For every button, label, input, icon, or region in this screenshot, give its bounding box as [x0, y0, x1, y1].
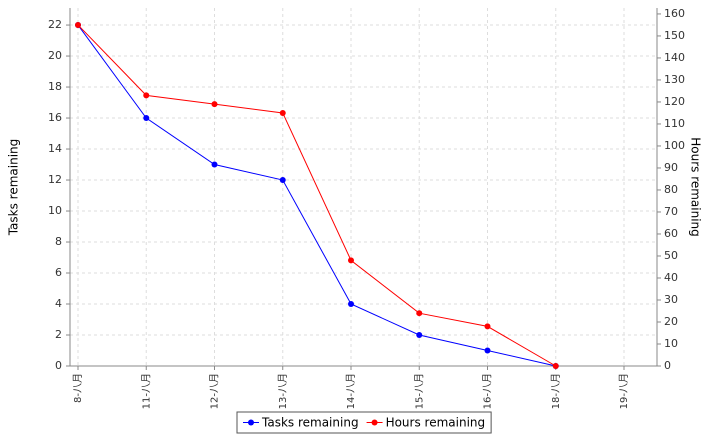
y2-tick-label: 150: [664, 29, 685, 42]
y2-tick-label: 90: [664, 161, 678, 174]
y-axis-title: Tasks remaining: [7, 139, 21, 237]
point: [279, 109, 286, 116]
y-tick-label: 4: [55, 297, 62, 310]
y2-tick-label: 20: [664, 315, 678, 328]
y-tick-label: 0: [55, 359, 62, 372]
y2-tick-label: 160: [664, 7, 685, 20]
point: [143, 115, 150, 122]
x-tick-label: 19-八月: [618, 373, 630, 409]
point: [484, 323, 491, 330]
series-line: [77, 24, 556, 367]
y-tick-label: 10: [48, 204, 62, 217]
y2-tick-label: 70: [664, 205, 678, 218]
y2-tick-label: 60: [664, 227, 678, 240]
y-tick-label: 18: [48, 80, 62, 93]
y-tick-label: 8: [55, 235, 62, 248]
point: [211, 101, 218, 108]
y2-tick-label: 80: [664, 183, 678, 196]
y-tick-label: 14: [48, 142, 62, 155]
y2-tick-label: 140: [664, 51, 685, 64]
point: [552, 363, 559, 369]
y2-tick-label: 0: [664, 359, 671, 372]
y2-tick-label: 10: [664, 337, 678, 350]
legend-marker: [248, 419, 254, 426]
y-tick-label: 16: [48, 111, 62, 124]
y2-tick-label: 120: [664, 95, 685, 108]
series-line: [77, 24, 557, 367]
legend-label: Hours remaining: [386, 416, 486, 430]
point: [348, 257, 354, 264]
legend-label: Tasks remaining: [261, 416, 359, 430]
point: [416, 332, 423, 339]
x-tick-label: 8-八月: [72, 373, 84, 403]
y-tick-label: 12: [48, 173, 62, 186]
y2-tick-label: 40: [664, 271, 678, 284]
x-tick-label: 13-八月: [277, 373, 289, 409]
point: [211, 161, 218, 168]
y-tick-label: 2: [55, 328, 62, 341]
y2-tick-label: 130: [664, 73, 685, 86]
point: [348, 301, 354, 308]
y2-tick-label: 30: [664, 293, 678, 306]
point: [143, 92, 150, 99]
point: [484, 347, 491, 354]
y2-tick-label: 110: [664, 117, 685, 130]
x-tick-label: 11-八月: [140, 373, 152, 409]
y2-axis-title: Hours remaining: [689, 137, 703, 237]
x-tick-label: 18-八月: [550, 373, 562, 409]
x-tick-label: 16-八月: [482, 373, 494, 409]
y2-tick-label: 100: [664, 139, 685, 152]
y2-tick-label: 50: [664, 249, 678, 262]
point: [279, 177, 286, 184]
x-tick-label: 15-八月: [413, 373, 425, 409]
x-tick-label: 12-八月: [209, 373, 221, 409]
legend-box: [236, 411, 492, 434]
x-tick-label: 14-八月: [345, 373, 357, 409]
point: [416, 310, 423, 317]
legend-marker: [371, 419, 378, 426]
plot-area: [70, 8, 657, 366]
y-tick-label: 6: [55, 266, 62, 279]
point: [75, 21, 81, 28]
y-tick-label: 20: [48, 49, 62, 62]
y-tick-label: 22: [48, 18, 62, 31]
legend: Tasks remaining Hours remaining: [236, 411, 492, 434]
